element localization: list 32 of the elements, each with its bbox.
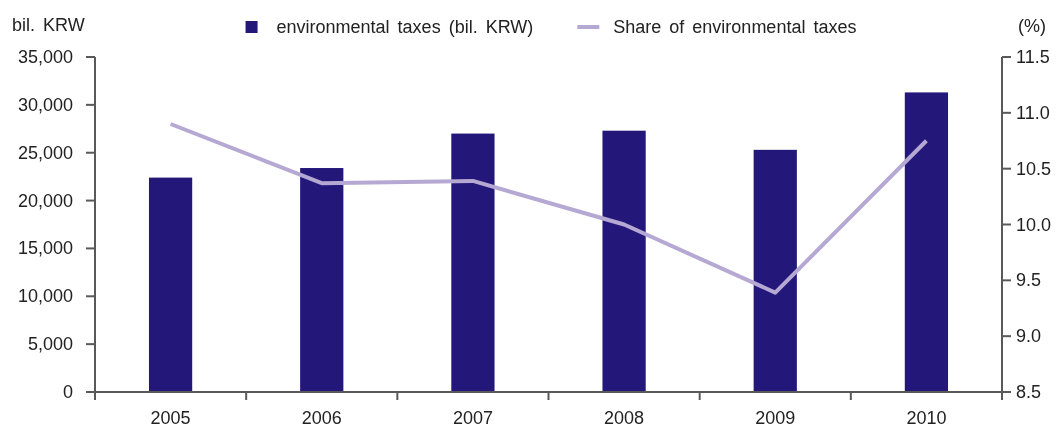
bar (300, 168, 344, 392)
y2-tick-label: 11.0 (1016, 102, 1050, 123)
legend-label: environmental taxes (bil. KRW) (276, 17, 534, 37)
bar (148, 177, 193, 392)
y-tick-label: 15,000 (17, 238, 73, 259)
x-tick-label: 2009 (755, 408, 796, 428)
y-tick-label: 0 (62, 382, 73, 402)
y2-axis-title: (%) (1018, 16, 1046, 36)
bar (904, 92, 949, 392)
y-tick-label: 10,000 (17, 286, 73, 307)
bar (451, 133, 495, 392)
bar (602, 130, 646, 392)
line-series (168, 122, 929, 295)
x-tick-label: 2010 (906, 408, 947, 428)
y2-tick-label: 11.5 (1016, 47, 1050, 67)
y-tick-label: 5,000 (27, 334, 73, 355)
y-tick-label: 35,000 (17, 47, 73, 67)
x-tick-label: 2005 (150, 408, 191, 428)
legend-label: Share of environmental taxes (613, 17, 857, 37)
y-tick-label: 30,000 (17, 94, 73, 115)
y-tick-label: 20,000 (17, 190, 73, 211)
y-axis-title: bil. KRW (12, 15, 85, 35)
x-tick-label: 2007 (452, 408, 493, 428)
y2-tick-label: 10.0 (1016, 214, 1052, 235)
y2-tick-label: 9.5 (1016, 270, 1042, 291)
y2-tick-label: 8.5 (1016, 382, 1042, 402)
y2-tick-label: 9.0 (1016, 326, 1042, 347)
y2-tick-label: 10.5 (1016, 158, 1052, 179)
bar (753, 149, 797, 392)
y-tick-label: 25,000 (17, 142, 73, 163)
x-tick-label: 2008 (604, 408, 645, 428)
x-tick-label: 2006 (301, 408, 342, 428)
